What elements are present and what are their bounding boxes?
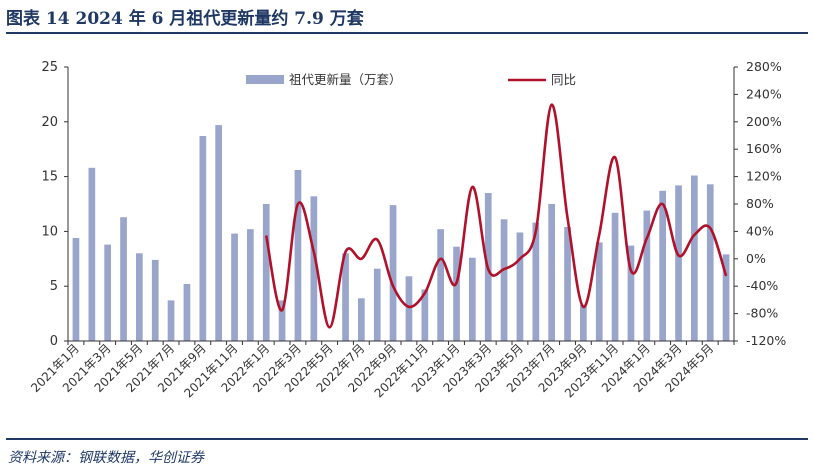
- legend: 祖代更新量（万套） 同比: [246, 72, 576, 87]
- bar-2021年5月: [136, 253, 143, 341]
- title-rule: [6, 32, 808, 34]
- left-tick-label: 0: [50, 334, 58, 349]
- bar-2023年9月: [580, 304, 587, 341]
- bar-2023年8月: [564, 227, 571, 341]
- right-tick-label: -40%: [746, 278, 778, 293]
- bar-2022年11月: [421, 289, 429, 341]
- right-tick-label: 120%: [746, 169, 782, 184]
- bar-2021年9月: [199, 136, 207, 341]
- bar-2024年3月: [675, 185, 682, 341]
- bar-2022年12月: [437, 229, 444, 341]
- bar-2021年11月: [231, 233, 238, 341]
- bar-2022年1月: [262, 204, 270, 341]
- legend-swatch-bars: [246, 75, 284, 84]
- right-tick-label: 160%: [746, 141, 782, 156]
- bar-2022年8月: [373, 268, 381, 341]
- bar-2021年6月: [151, 259, 159, 341]
- left-tick-label: 15: [41, 170, 58, 185]
- bar-2022年7月: [358, 298, 365, 341]
- left-tick-label: 5: [50, 279, 58, 294]
- right-tick-label: 200%: [746, 114, 782, 129]
- bar-2021年4月: [120, 217, 127, 341]
- right-tick-label: 0%: [746, 251, 766, 266]
- right-tick-label: 40%: [746, 223, 774, 238]
- bar-2023年12月: [627, 245, 635, 341]
- bar-2021年2月: [88, 167, 96, 341]
- bar-2024年1月: [643, 210, 651, 341]
- bar-2021年3月: [104, 244, 111, 341]
- left-tick-label: 10: [41, 224, 58, 239]
- bar-2021年1月: [72, 238, 80, 341]
- bar-2023年4月: [500, 219, 508, 341]
- right-tick-label: -80%: [746, 306, 778, 321]
- axes: 0 5 10 15 20 25 -120% -80% -40% 0% 40% 80% 120% 160% 2…: [28, 59, 786, 400]
- bar-2023年2月: [469, 257, 476, 341]
- right-tick-label: -120%: [746, 333, 786, 348]
- bar-2022年10月: [405, 276, 413, 341]
- bar-2023年1月: [453, 246, 460, 341]
- bar-2024年5月: [706, 184, 714, 341]
- source-note: 资料来源：钢联数据，华创证券: [8, 450, 204, 466]
- bar-series: [72, 125, 730, 341]
- bar-2021年12月: [247, 229, 254, 341]
- bar-2021年7月: [167, 300, 175, 341]
- bar-2022年2月: [278, 300, 286, 341]
- bar-2023年11月: [611, 212, 619, 341]
- bar-2022年4月: [310, 196, 318, 341]
- bar-2024年2月: [659, 190, 666, 341]
- bar-2024年6月: [722, 254, 730, 341]
- yoy-line-series: [264, 103, 728, 329]
- bar-2022年3月: [294, 170, 302, 341]
- legend-label-bars: 祖代更新量（万套）: [289, 72, 402, 87]
- bar-2023年5月: [516, 232, 524, 341]
- bar-2023年10月: [595, 242, 603, 341]
- chart: 0 5 10 15 20 25 -120% -80% -40% 0% 40% 80% 120% 160% 2…: [28, 59, 786, 400]
- right-tick-label: 80%: [746, 196, 774, 211]
- bar-2023年7月: [548, 204, 555, 341]
- bar-2022年9月: [389, 205, 397, 341]
- bar-2021年10月: [215, 125, 222, 341]
- left-tick-label: 20: [41, 115, 58, 130]
- right-tick-label: 280%: [746, 59, 782, 74]
- legend-label-line: 同比: [551, 72, 576, 87]
- left-tick-label: 25: [41, 60, 58, 75]
- figure-title: 图表 14 2024 年 6 月祖代更新量约 7.9 万套: [6, 9, 364, 29]
- yoy-line: [264, 103, 728, 329]
- source-rule: [6, 438, 808, 440]
- bar-2022年6月: [342, 253, 349, 341]
- bar-2021年8月: [183, 284, 191, 341]
- bar-2024年4月: [691, 175, 698, 341]
- bar-2023年6月: [532, 222, 540, 341]
- right-tick-label: 240%: [746, 86, 782, 101]
